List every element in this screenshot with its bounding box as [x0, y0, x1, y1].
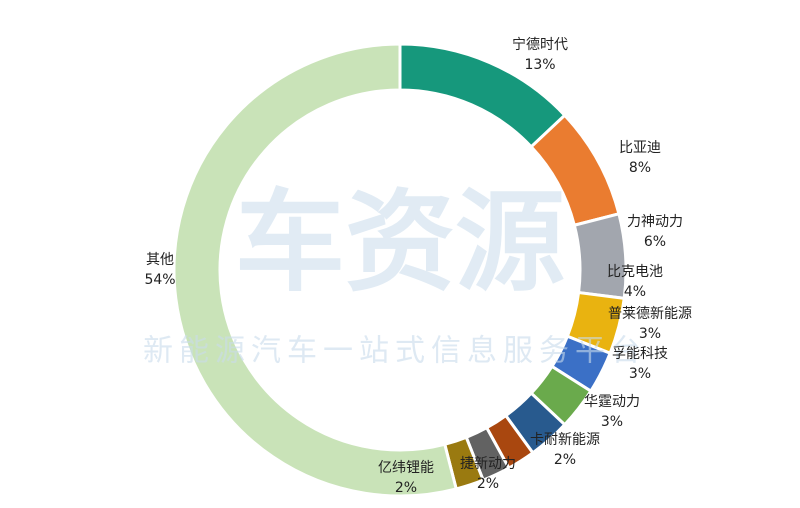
value-label: 3% [639, 326, 661, 342]
category-label: 其他 [146, 252, 174, 268]
labels: 宁德时代 13% 比亚迪 8% 力神动力 6% 比克电池 4% 普莱德新能源 3% 孚能科技 3% 华霆… [144, 36, 692, 496]
value-label: 13% [524, 57, 555, 73]
donut-segment [572, 211, 628, 301]
value-label: 54% [144, 272, 175, 288]
donut [172, 42, 628, 498]
category-label: 力神动力 [627, 214, 683, 230]
watermark-logo: 车资源 [235, 178, 565, 306]
value-label: 4% [624, 284, 646, 300]
category-label: 亿纬锂能 [378, 460, 434, 476]
value-label: 2% [554, 452, 576, 468]
value-label: 2% [477, 476, 499, 492]
donut-segment [172, 42, 459, 498]
value-label: 8% [629, 160, 651, 176]
category-label: 华霆动力 [584, 394, 640, 410]
watermark-slogan: 新能源汽车一站式信息服务平台 [143, 334, 647, 369]
value-label: 2% [395, 480, 417, 496]
category-label: 普莱德新能源 [608, 306, 692, 322]
category-label: 孚能科技 [612, 346, 668, 362]
category-label: 捷新动力 [460, 456, 516, 472]
category-label: 比亚迪 [619, 140, 661, 156]
value-label: 3% [629, 366, 651, 382]
value-label: 3% [601, 414, 623, 430]
value-label: 6% [644, 234, 666, 250]
category-label: 宁德时代 [512, 36, 568, 53]
category-label: 比克电池 [607, 264, 663, 280]
category-label: 卡耐新能源 [530, 432, 600, 448]
